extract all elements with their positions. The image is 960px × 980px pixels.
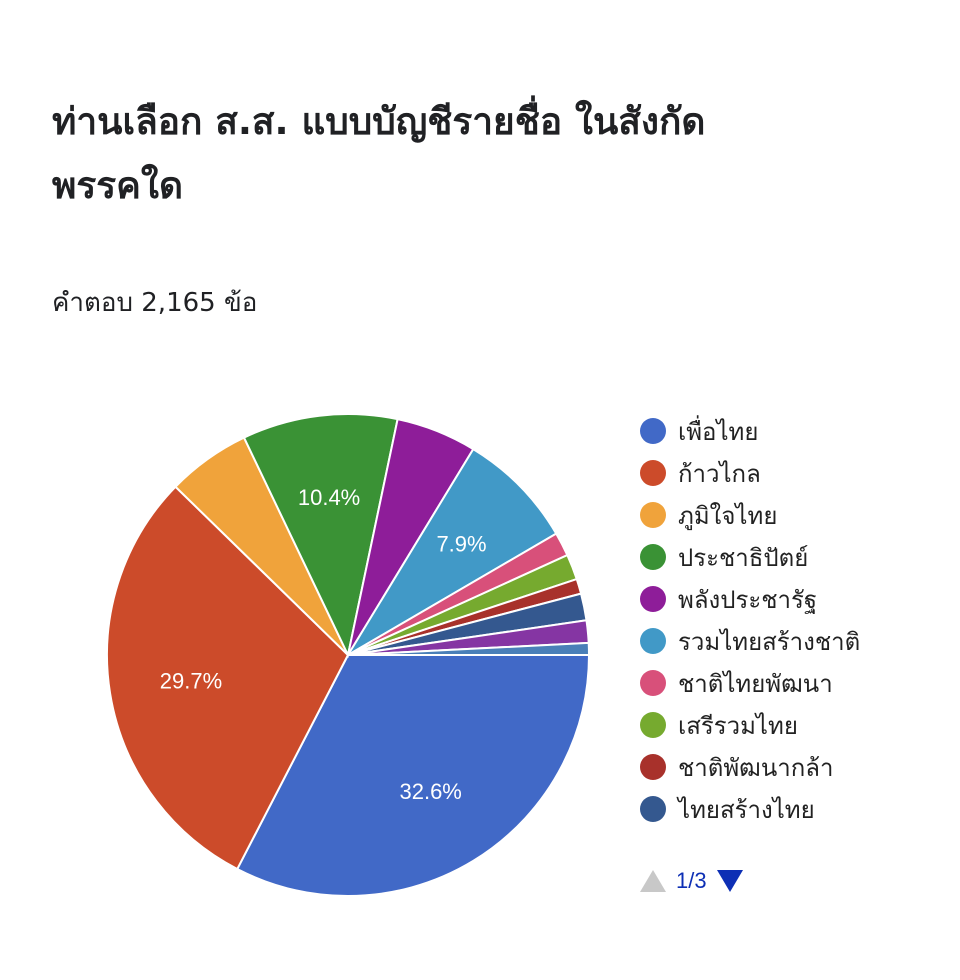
- triangle-up-icon[interactable]: [640, 870, 666, 892]
- triangle-down-icon[interactable]: [716, 870, 743, 892]
- legend-item[interactable]: ภูมิใจไทย: [640, 494, 860, 536]
- pie-slice[interactable]: [242, 413, 399, 659]
- slice-data-label: 29.7%: [160, 668, 222, 693]
- pie-slice[interactable]: [347, 641, 591, 656]
- legend-swatch: [640, 754, 666, 780]
- slice-data-label: 32.6%: [399, 779, 461, 804]
- legend-swatch: [640, 544, 666, 570]
- legend-label: เสรีรวมไทย: [678, 711, 798, 740]
- slice-data-label: 7.9%: [436, 532, 486, 557]
- legend-item[interactable]: ไทยสร้างไทย: [640, 788, 860, 830]
- legend-item[interactable]: พลังประชารัฐ: [640, 578, 860, 620]
- pie-slice[interactable]: [235, 654, 591, 897]
- legend-item[interactable]: ก้าวไกล: [640, 452, 860, 494]
- slice-data-label: 10.4%: [298, 485, 360, 510]
- legend-swatch: [640, 460, 666, 486]
- legend-item[interactable]: เสรีรวมไทย: [640, 704, 860, 746]
- legend-swatch: [640, 712, 666, 738]
- legend-label: ก้าวไกล: [678, 459, 761, 488]
- legend-page-indicator: 1/3: [676, 868, 707, 893]
- pie-slice[interactable]: [347, 447, 558, 656]
- legend-label: ชาติพัฒนากล้า: [678, 753, 834, 782]
- legend-swatch: [640, 502, 666, 528]
- legend-label: พลังประชารัฐ: [678, 585, 818, 614]
- legend-item[interactable]: รวมไทยสร้างชาติ: [640, 620, 860, 662]
- legend-label: เพื่อไทย: [678, 417, 759, 446]
- legend-swatch: [640, 586, 666, 612]
- legend-item[interactable]: ชาติพัฒนากล้า: [640, 746, 860, 788]
- legend-item[interactable]: เพื่อไทย: [640, 410, 860, 452]
- legend-item[interactable]: ประชาธิปัตย์: [640, 536, 860, 578]
- legend-swatch: [640, 796, 666, 822]
- pie-slice[interactable]: [106, 485, 350, 871]
- legend-label: ไทยสร้างไทย: [678, 795, 815, 824]
- legend-pager: 1/3: [640, 868, 743, 894]
- legend-swatch: [640, 628, 666, 654]
- legend-label: ภูมิใจไทย: [678, 501, 778, 530]
- legend-label: ชาติไทยพัฒนา: [678, 669, 833, 698]
- chart-legend: เพื่อไทยก้าวไกลภูมิใจไทยประชาธิปัตย์พลัง…: [640, 410, 860, 830]
- legend-item[interactable]: ชาติไทยพัฒนา: [640, 662, 860, 704]
- chart-title: ท่านเลือก ส.ส. แบบบัญชีรายชื่อ ในสังกัดพ…: [52, 100, 706, 207]
- legend-swatch: [640, 670, 666, 696]
- response-count: คำตอบ 2,165 ข้อ: [52, 288, 258, 318]
- legend-label: รวมไทยสร้างชาติ: [678, 627, 861, 656]
- legend-swatch: [640, 418, 666, 444]
- legend-label: ประชาธิปัตย์: [678, 543, 809, 572]
